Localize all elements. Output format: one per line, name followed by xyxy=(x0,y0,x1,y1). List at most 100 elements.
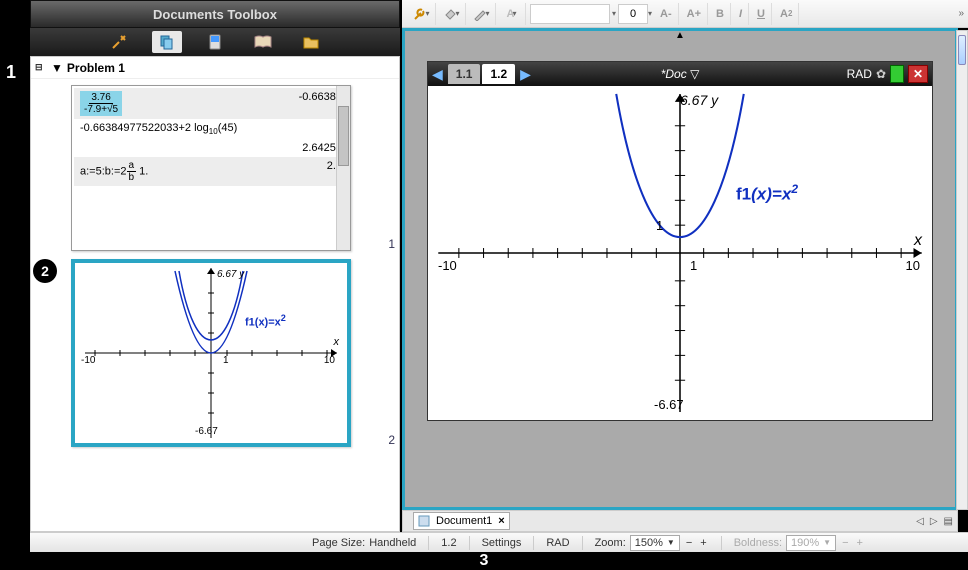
zoom-label: Zoom: xyxy=(593,537,628,549)
fill-color-button[interactable]: ▾ xyxy=(438,3,466,25)
work-area-pointer-icon: ▲ xyxy=(675,30,685,41)
zoom-out-button[interactable]: − xyxy=(682,537,696,549)
tab-library[interactable] xyxy=(248,31,278,53)
zoom-select[interactable]: 150% ▼ xyxy=(630,535,680,551)
bold-button[interactable]: B xyxy=(710,3,731,25)
font-size-input[interactable] xyxy=(618,4,648,24)
boldness-minus-button: − xyxy=(838,537,852,549)
thumbnail-2[interactable]: 6.67 y -6.67 -10 1 10 x f1(x)=x2 xyxy=(71,259,351,447)
status-mode: RAD xyxy=(544,537,571,549)
zoom-in-button[interactable]: + xyxy=(696,537,710,549)
hh-mode-label: RAD xyxy=(847,67,872,81)
page-size-label: Page Size: xyxy=(310,537,367,549)
thumbnail-1-wrap: 3.76-7.9+√5 -0.66385 -0.66384977522033+2… xyxy=(71,85,377,251)
mini-x-mid: 1 xyxy=(223,355,229,366)
work-area-scrollbar[interactable] xyxy=(956,30,968,510)
graph-x-axis-label: x xyxy=(914,232,922,250)
status-bar: Page Size: Handheld 1.2 Settings RAD Zoo… xyxy=(30,532,968,552)
hh-tab-2[interactable]: 1.2 xyxy=(482,64,515,84)
mini-graph: 6.67 y -6.67 -10 1 10 x f1(x)=x2 xyxy=(75,263,347,443)
thumbnails: 3.76-7.9+√5 -0.66385 -0.66384977522033+2… xyxy=(31,79,399,531)
mini-x-left: -10 xyxy=(81,355,95,366)
hh-tab-1[interactable]: 1.1 xyxy=(448,64,481,84)
tab-open[interactable] xyxy=(296,31,326,53)
handheld-icon xyxy=(209,34,221,50)
line-color-button[interactable]: ▾ xyxy=(468,3,496,25)
graph-y-top: 6.67 y xyxy=(680,92,718,108)
tab-handheld[interactable] xyxy=(200,31,230,53)
work-area: ▲ ◀ 1.1 1.2 ▶ *Doc ▽ RAD ✿ ✕ xyxy=(402,28,958,510)
collapse-icon[interactable]: ⊟ xyxy=(35,62,47,73)
document-tab-close-icon[interactable]: × xyxy=(498,515,504,527)
calc-content: 3.76-7.9+√5 -0.66385 -0.66384977522033+2… xyxy=(72,86,350,250)
hh-prev-button[interactable]: ◀ xyxy=(428,66,447,83)
problem-header[interactable]: ⊟ ▼ Problem 1 xyxy=(31,57,399,79)
hh-doc-title: *Doc ▽ xyxy=(661,67,700,81)
tool-menu-button[interactable]: ▾ xyxy=(408,3,436,25)
handheld-header: ◀ 1.1 1.2 ▶ *Doc ▽ RAD ✿ ✕ xyxy=(428,62,932,86)
hh-close-button[interactable]: ✕ xyxy=(908,65,928,83)
toolbox-tabs xyxy=(30,28,400,56)
book-icon xyxy=(254,35,272,49)
mini-x-axis-label: x xyxy=(334,336,340,348)
hh-next-button[interactable]: ▶ xyxy=(516,66,535,83)
decrease-font-button[interactable]: A- xyxy=(654,3,679,25)
thumb2-page-number: 2 xyxy=(388,433,395,447)
tools-icon xyxy=(111,34,127,50)
pages-icon xyxy=(159,34,175,50)
document-tab[interactable]: Document1 × xyxy=(413,512,510,530)
battery-icon xyxy=(890,65,904,83)
thumb1-scrollbar[interactable] xyxy=(336,86,350,250)
graph-y-tick: 1 xyxy=(656,218,663,233)
mini-x-right: 10 xyxy=(324,355,335,366)
left-gutter xyxy=(0,0,30,570)
graph-x-mid: 1 xyxy=(690,258,697,273)
callout-2: 2 xyxy=(33,259,57,283)
doc-nav: ◁ ▷ ▤ xyxy=(916,516,953,527)
boldness-select: 190% ▼ xyxy=(786,535,836,551)
page-sorter-panel: ⊟ ▼ Problem 1 3.76-7.9+√5 -0.66385 -0.66… xyxy=(30,56,400,532)
thumbnail-1[interactable]: 3.76-7.9+√5 -0.66385 -0.66384977522033+2… xyxy=(71,85,351,251)
status-page[interactable]: 1.2 xyxy=(439,537,458,549)
doc-icon xyxy=(418,515,430,527)
text-color-button[interactable]: A▾ xyxy=(498,3,526,25)
font-family-chevron-icon[interactable]: ▾ xyxy=(612,9,616,18)
superscript-button[interactable]: A2 xyxy=(774,3,799,25)
doc-list-button[interactable]: ▤ xyxy=(944,516,953,527)
handheld-screen: ◀ 1.1 1.2 ▶ *Doc ▽ RAD ✿ ✕ xyxy=(427,61,933,421)
mini-func-label: f1(x)=x2 xyxy=(245,313,286,329)
graph-func-label: f1(x)=x2 xyxy=(736,182,798,205)
doc-next-button[interactable]: ▷ xyxy=(930,516,938,527)
increase-font-button[interactable]: A+ xyxy=(681,3,708,25)
font-size-chevron-icon[interactable]: ▾ xyxy=(648,9,652,18)
mini-y-top: 6.67 y xyxy=(217,269,244,280)
graph-x-right: 10 xyxy=(906,258,920,273)
tab-tools[interactable] xyxy=(104,31,134,53)
doc-prev-button[interactable]: ◁ xyxy=(916,516,924,527)
font-family-select[interactable] xyxy=(530,4,610,24)
graph-y-bot: -6.67 xyxy=(654,397,684,412)
graph-x-left: -10 xyxy=(438,258,457,273)
toolbox-title: Documents Toolbox xyxy=(153,7,277,22)
format-toolbar: ▾ ▾ ▾ A▾ ▾ ▾ A- A+ B I U A2 » xyxy=(402,0,968,28)
document-tab-bar: Document1 × ◁ ▷ ▤ xyxy=(402,510,958,532)
callout-3: 3 xyxy=(480,552,489,570)
italic-button[interactable]: I xyxy=(733,3,749,25)
underline-button[interactable]: U xyxy=(751,3,772,25)
thumb1-page-number: 1 xyxy=(388,237,395,251)
toolbar-overflow-icon[interactable]: » xyxy=(958,8,964,19)
toolbox-title-bar: Documents Toolbox xyxy=(30,0,400,28)
folder-icon xyxy=(303,35,319,49)
main-graph[interactable]: 6.67 y -6.67 -10 1 10 1 x f1(x)=x2 xyxy=(428,86,932,420)
problem-label: Problem 1 xyxy=(67,61,125,75)
callout-1: 1 xyxy=(6,62,16,83)
mini-y-bot: -6.67 xyxy=(195,426,218,437)
boldness-plus-button: + xyxy=(853,537,867,549)
thumbnail-2-wrap: 2 xyxy=(71,259,377,447)
boldness-label: Boldness: xyxy=(732,537,784,549)
page-size-value[interactable]: Handheld xyxy=(367,537,418,549)
hh-settings-icon[interactable]: ✿ xyxy=(876,67,886,81)
settings-button[interactable]: Settings xyxy=(480,537,524,549)
document-tab-label: Document1 xyxy=(436,515,492,527)
tab-page-sorter[interactable] xyxy=(152,31,182,53)
